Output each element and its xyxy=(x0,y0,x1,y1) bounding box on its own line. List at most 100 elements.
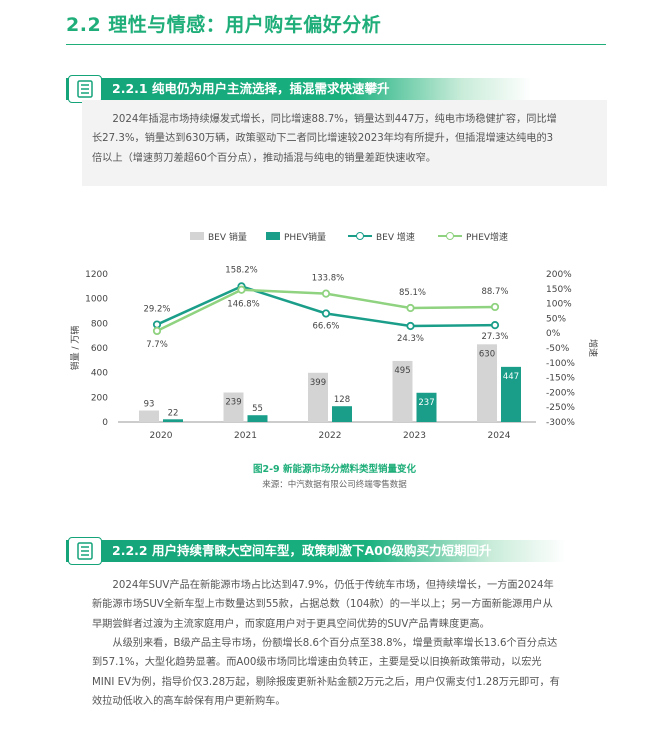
section-2-line: 到57.1%，大型化趋势显著。而A00级市场同比增速由负转正，主要是受以旧换新政… xyxy=(92,657,542,669)
section-2-heading: 2.2.2 用户持续青睐大空间车型，政策刺激下A00级购买力短期回升 xyxy=(112,543,492,558)
chart-source: 来源：中汽数据有限公司终端零售数据 xyxy=(262,480,407,490)
bar-data-label: 495 xyxy=(394,366,410,376)
section-2-paragraph-2: 从级别来看，B级产品主导市场，份额增长8.6个百分点至38.8%，增量贡献率增长… xyxy=(92,634,602,711)
chart-caption: 图2-9 新能源市场分燃料类型销量变化 xyxy=(253,464,416,475)
legend-label: BEV 销量 xyxy=(208,232,247,243)
legend-line-marker xyxy=(348,230,372,242)
y2-tick-label: 0% xyxy=(546,329,561,339)
y2-tick-label: 50% xyxy=(546,314,566,324)
section-1-paragraph-background xyxy=(82,100,607,186)
line-point xyxy=(237,285,246,294)
document-list-icon xyxy=(68,75,102,103)
bar-phev xyxy=(163,419,183,422)
section-1-line: 长27.3%，销量达到630万辆，政策驱动下二者同比增速较2023年均有所提升，… xyxy=(92,133,554,145)
section-1-line: 倍以上（增速剪刀差超60个百分点），推动插混与纯电的销量差距快速收窄。 xyxy=(92,152,437,164)
x-tick-label: 2020 xyxy=(150,431,173,441)
y2-tick-label: -300% xyxy=(546,418,575,428)
legend-item-phev-sales: PHEV销量 xyxy=(266,229,326,243)
phev-growth-label: 7.7% xyxy=(146,340,168,350)
bar-phev xyxy=(247,415,268,422)
phev-growth-label: 146.8% xyxy=(227,300,259,310)
bar-bev xyxy=(139,410,159,422)
bar-data-label: 22 xyxy=(168,408,179,418)
y2-tick-label: 100% xyxy=(546,300,572,310)
line-point xyxy=(321,289,331,298)
y2-axis-title: 增速 xyxy=(587,339,599,357)
line-point xyxy=(490,321,500,330)
bar-data-label: 630 xyxy=(479,349,495,359)
section-2-line: 2024年SUV产品在新能源市场占比达到47.9%，仍低于传统车市场，但持续增长… xyxy=(112,580,554,591)
section-2-line: 早期尝鲜者过渡为主流家庭用户，而家庭用户对于更具空间优势的SUV产品青睐度更高。 xyxy=(92,618,490,630)
y-tick-label: 1000 xyxy=(85,295,108,305)
page-title: 2.2 理性与情感：用户购车偏好分析 xyxy=(66,14,382,36)
x-tick-label: 2024 xyxy=(488,431,511,441)
bar-phev xyxy=(501,366,521,422)
bar-data-label: 239 xyxy=(225,398,241,408)
legend-line-marker xyxy=(438,230,462,242)
bev-growth-label: 24.3% xyxy=(397,334,424,344)
y2-tick-label: -150% xyxy=(546,374,575,384)
y-tick-label: 0 xyxy=(102,418,108,428)
bar-phev xyxy=(332,406,352,422)
bar-data-label: 93 xyxy=(144,400,155,410)
y-axis-title: 销量 / 万辆 xyxy=(69,326,81,371)
sales-growth-chart: 0 200 400 600 800 1000 1200 200% 150% 100% 50% 0% -5… xyxy=(69,265,599,441)
bev-growth-label: 27.3% xyxy=(481,332,508,342)
bar-data-label: 128 xyxy=(334,395,350,405)
section-2-line: 新能源市场SUV全新车型上市数量达到55款，占据总数（104款）的一半以上；另一… xyxy=(92,599,553,611)
y2-tick-label: -50% xyxy=(546,344,570,354)
y2-tick-label: 200% xyxy=(546,270,572,280)
line-point xyxy=(321,309,331,318)
y2-tick-label: -200% xyxy=(546,388,575,398)
phev-growth-label: 88.7% xyxy=(481,287,508,297)
y-tick-label: 400 xyxy=(91,369,108,379)
bar-bev xyxy=(223,392,244,422)
bar-data-label: 55 xyxy=(252,404,263,414)
legend-label: PHEV增速 xyxy=(466,232,509,243)
phev-growth-label: 85.1% xyxy=(399,288,426,298)
section-1-heading: 2.2.1 纯电仍为用户主流选择，插混需求快速攀升 xyxy=(112,81,390,96)
section-2-line: 从级别来看，B级产品主导市场，份额增长8.6个百分点至38.8%，增量贡献率增长… xyxy=(112,638,558,649)
x-tick-label: 2022 xyxy=(319,431,342,441)
y-tick-label: 800 xyxy=(91,319,108,329)
bar-data-label: 447 xyxy=(503,372,519,382)
legend-label: PHEV销量 xyxy=(284,232,327,243)
line-point xyxy=(152,320,162,329)
phev-growth-label: 133.8% xyxy=(312,274,344,284)
y-tick-label: 200 xyxy=(91,393,108,403)
bev-growth-label: 158.2% xyxy=(225,265,257,275)
line-point xyxy=(152,326,162,336)
document-list-icon xyxy=(68,537,102,565)
y-tick-label: 1200 xyxy=(85,270,108,280)
line-point xyxy=(406,321,415,331)
bar-data-label: 237 xyxy=(418,398,434,408)
bar-data-label: 399 xyxy=(310,378,326,388)
bar-bev xyxy=(308,372,328,422)
bar-bev xyxy=(392,360,413,422)
section-1-heading-bar xyxy=(66,78,532,100)
legend-item-bev-sales: BEV 销量 xyxy=(190,229,247,243)
x-tick-label: 2021 xyxy=(234,431,257,441)
y2-tick-label: -250% xyxy=(546,403,575,413)
title-divider xyxy=(66,44,606,45)
x-tick-label: 2023 xyxy=(403,431,426,441)
section-1-paragraph: 2024年插混市场持续爆发式增长，同比增速88.7%，销量达到447万，纯电市场… xyxy=(92,110,602,168)
legend-swatch xyxy=(266,232,280,240)
legend-item-phev-growth: PHEV增速 xyxy=(438,229,508,243)
bar-phev xyxy=(416,392,437,422)
bev-growth-label: 29.2% xyxy=(143,305,170,315)
section-2-line: 效拉动低收入的高车龄保有用户更新购车。 xyxy=(92,695,286,707)
section-1-line: 2024年插混市场持续爆发式增长，同比增速88.7%，销量达到447万，纯电市场… xyxy=(112,114,557,125)
section-2-heading-bar xyxy=(66,540,566,562)
line-point xyxy=(406,303,415,313)
section-2-paragraph-1: 2024年SUV产品在新能源市场占比达到47.9%，仍低于传统车市场，但持续增长… xyxy=(92,576,602,634)
legend-label: BEV 增速 xyxy=(376,232,415,243)
section-2-line: MINI EV为例，指导价仅3.28万起，剔除报废更新补贴金额2万元之后，用户仅… xyxy=(92,676,560,688)
bar-bev xyxy=(477,344,497,422)
y2-tick-label: 150% xyxy=(546,285,572,295)
legend-item-bev-growth: BEV 增速 xyxy=(348,229,415,243)
line-point xyxy=(490,302,500,312)
y2-tick-label: -100% xyxy=(546,359,575,369)
bev-growth-label: 66.6% xyxy=(312,321,339,331)
legend-swatch xyxy=(190,232,204,240)
